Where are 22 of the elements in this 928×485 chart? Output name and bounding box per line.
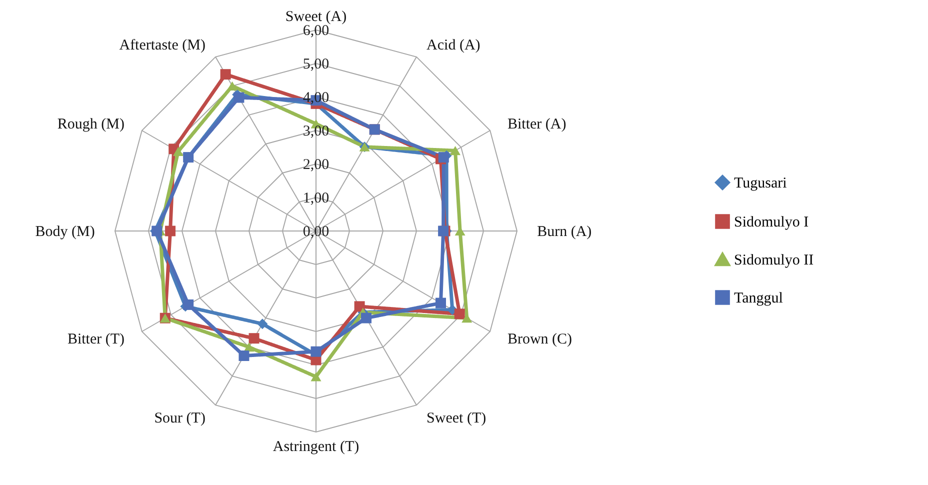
spoke-label: Sweet (T) [426,410,486,426]
spoke-label: Aftertaste (M) [119,38,206,54]
legend-label: Sidomulyo II [734,252,814,268]
spoke-label: Astringent (T) [272,439,360,456]
spoke-label: Sour (T) [154,410,206,426]
spoke-label: Bitter (A) [507,116,566,132]
y-tick-label: 3,00 [302,124,330,140]
y-tick-label: 6,00 [302,23,330,39]
y-tick-label: 5,00 [302,56,330,72]
y-tick-label: 0,00 [302,224,330,240]
y-tick-label: 1,00 [302,190,330,206]
legend-label: Tanggul [734,290,783,306]
spoke-label: Body (M) [35,224,95,240]
spoke-label: Brown (C) [507,332,572,348]
legend-label: Tugusari [734,176,787,192]
spoke-label: Burn (A) [537,224,592,240]
spoke-label: Acid (A) [426,38,480,54]
spoke-label: Bitter (T) [67,332,125,348]
legend-label: Sidomulyo I [734,214,809,230]
y-tick-label: 2,00 [302,157,330,173]
spoke-label: Rough (M) [57,116,125,132]
spoke-label: Sweet (A) [285,8,347,25]
